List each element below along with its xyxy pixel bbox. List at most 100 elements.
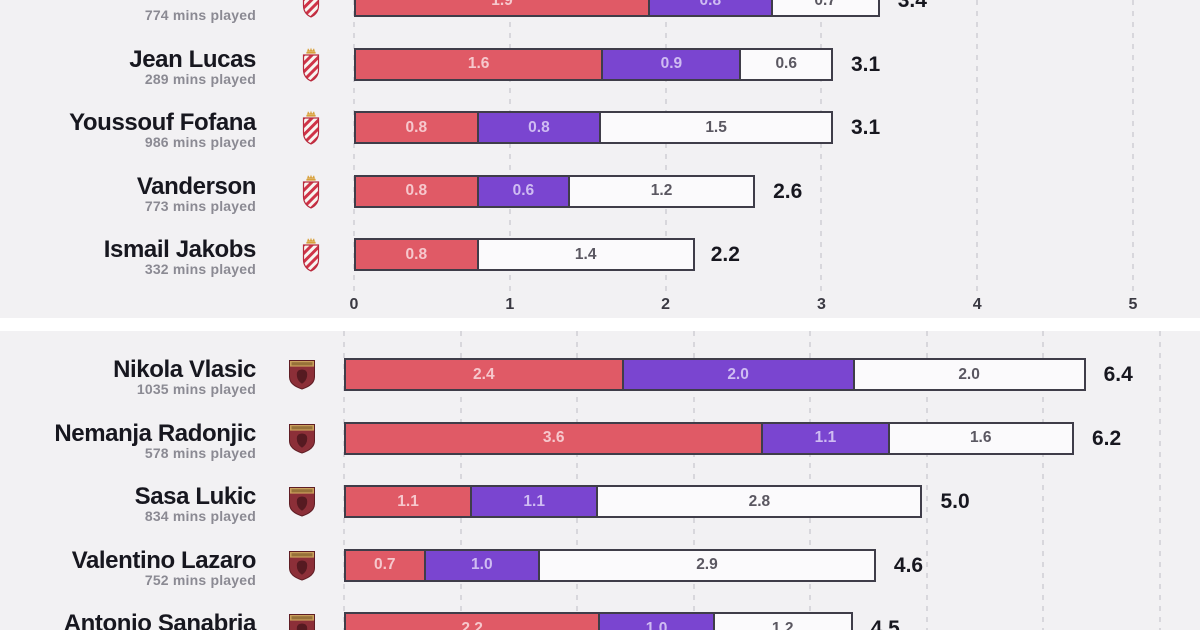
total-value-label: 3.1 xyxy=(850,52,881,76)
axis-tick-label: 2 xyxy=(661,296,671,313)
bar-segment-white: 0.7 xyxy=(770,0,880,17)
axis-gridline xyxy=(1158,331,1161,630)
segment-value-label: 0.8 xyxy=(405,182,428,199)
bar-segment-purple: 0.6 xyxy=(476,174,571,208)
segment-value-label: 2.2 xyxy=(461,619,483,630)
segment-value-label: 2.8 xyxy=(748,492,771,510)
bar-segment-white: 1.4 xyxy=(476,238,695,271)
club-crest xyxy=(301,110,321,150)
stacked-bar: 0.8 1.4 xyxy=(354,238,695,271)
player-name: Youssouf Fofana xyxy=(69,109,256,136)
player-row: Youssouf Fofana 986 mins played 0.8 0.8 1.… xyxy=(0,94,1200,162)
total-value-label: 6.4 xyxy=(1103,363,1133,386)
bar-segment-red: 1.1 xyxy=(344,485,473,518)
stacked-bar: 2.2 1.0 1.2 xyxy=(344,612,853,630)
club-crest xyxy=(301,0,321,23)
segment-value-label: 0.7 xyxy=(373,556,396,573)
segment-value-label: 1.2 xyxy=(771,619,794,630)
bar-segment-red: 1.9 xyxy=(354,0,651,17)
axis-tick-label: 5 xyxy=(1128,296,1138,313)
bar-segment-white: 1.6 xyxy=(887,421,1074,455)
segment-value-label: 0.6 xyxy=(512,182,535,199)
club-crest xyxy=(288,359,316,395)
player-minutes: 332 mins played xyxy=(144,261,256,277)
player-name: Ismail Jakobs xyxy=(103,236,257,263)
bar-segment-white: 1.5 xyxy=(599,111,833,144)
as-monaco-crest-icon xyxy=(302,174,320,209)
axis-tick-label: 4 xyxy=(972,296,982,313)
segment-value-label: 2.4 xyxy=(473,365,495,383)
segment-value-label: 0.6 xyxy=(775,55,797,72)
player-name: Sasa Lukic xyxy=(134,483,257,510)
torino-crest-icon xyxy=(289,614,315,630)
player-row: Antonio Sanabria 2.2 1.0 1.2 4.5 xyxy=(0,595,1200,630)
bar-segment-red: 2.4 xyxy=(344,358,624,391)
segment-value-label: 0.8 xyxy=(699,0,722,9)
player-minutes: 752 mins played xyxy=(144,571,256,588)
stacked-bar: 1.1 1.1 2.8 xyxy=(344,485,923,518)
segment-value-label: 0.9 xyxy=(660,55,683,72)
torino-crest-icon xyxy=(289,423,315,454)
total-value-label: 4.6 xyxy=(893,553,924,577)
segment-value-label: 0.8 xyxy=(405,245,428,263)
player-minutes: 289 mins played xyxy=(144,70,256,87)
player-row: Ismail Jakobs 332 mins played 0.8 1.4 2.2 xyxy=(0,221,1200,289)
club-crest xyxy=(288,550,316,586)
bar-segment-purple: 1.0 xyxy=(423,548,541,582)
total-value-label: 2.2 xyxy=(710,243,740,266)
bar-segment-red: 0.8 xyxy=(354,111,479,144)
segment-value-label: 1.2 xyxy=(650,182,673,199)
player-minutes: 1035 mins played xyxy=(136,381,256,397)
player-row: Vanderson 773 mins played 0.8 0.6 1.2 2.6 xyxy=(0,158,1200,226)
axis-gridline xyxy=(925,331,928,630)
bar-segment-red: 0.8 xyxy=(354,174,479,208)
player-minutes: 834 mins played xyxy=(144,508,256,524)
bar-segment-red: 0.7 xyxy=(344,548,426,582)
stacked-bar: 0.8 0.6 1.2 xyxy=(354,174,756,208)
segment-value-label: 1.6 xyxy=(467,55,490,72)
player-row: 774 mins played 1.9 0.8 0.7 3.4 xyxy=(0,0,1200,35)
segment-value-label: 3.6 xyxy=(542,429,565,446)
segment-value-label: 1.1 xyxy=(523,492,545,510)
segment-value-label: 1.5 xyxy=(705,118,727,136)
bar-segment-purple: 1.1 xyxy=(761,421,890,455)
player-minutes: 774 mins played xyxy=(144,7,256,23)
bar-segment-red: 2.2 xyxy=(344,612,601,630)
axis-gridline xyxy=(664,0,667,296)
torino-crest-icon xyxy=(289,487,315,517)
player-minutes: 986 mins played xyxy=(144,134,256,150)
club-crest xyxy=(288,613,316,630)
stacked-bar: 2.4 2.0 2.0 xyxy=(344,358,1086,391)
axis-gridline xyxy=(820,0,823,296)
axis-gridline xyxy=(1132,0,1134,296)
segment-value-label: 0.7 xyxy=(814,0,836,9)
as-monaco-crest-icon xyxy=(302,237,320,272)
player-name: Nikola Vlasic xyxy=(113,356,256,383)
player-name: Jean Lucas xyxy=(129,45,256,73)
bar-segment-purple: 0.9 xyxy=(601,47,742,81)
segment-value-label: 1.0 xyxy=(471,556,493,573)
bar-segment-white: 1.2 xyxy=(568,174,756,208)
player-row: Nikola Vlasic 1035 mins played 2.4 2.0 2.0… xyxy=(0,341,1200,409)
bar-segment-white: 2.9 xyxy=(538,548,876,582)
segment-value-label: 1.1 xyxy=(814,429,837,446)
bar-segment-purple: 0.8 xyxy=(476,111,602,144)
bar-segment-white: 0.6 xyxy=(739,47,833,81)
segment-value-label: 1.4 xyxy=(574,245,597,263)
segment-value-label: 1.6 xyxy=(969,429,992,446)
axis-gridline xyxy=(353,0,355,296)
player-name: Antonio Sanabria xyxy=(63,610,257,630)
axis-gridline xyxy=(1042,331,1044,630)
total-value-label: 3.4 xyxy=(897,0,927,12)
total-value-label: 5.0 xyxy=(940,490,970,513)
bar-segment-red: 0.8 xyxy=(354,238,479,271)
total-value-label: 6.2 xyxy=(1091,426,1122,450)
bar-segment-white: 2.0 xyxy=(852,358,1086,391)
club-crest xyxy=(301,174,321,214)
segment-value-label: 1.9 xyxy=(491,0,513,9)
axis-gridline xyxy=(508,0,511,296)
torino-crest-icon xyxy=(289,360,315,390)
axis-gridline xyxy=(459,331,462,630)
axis-tick-label: 3 xyxy=(816,296,826,313)
player-name: Nemanja Radonjic xyxy=(54,419,256,447)
